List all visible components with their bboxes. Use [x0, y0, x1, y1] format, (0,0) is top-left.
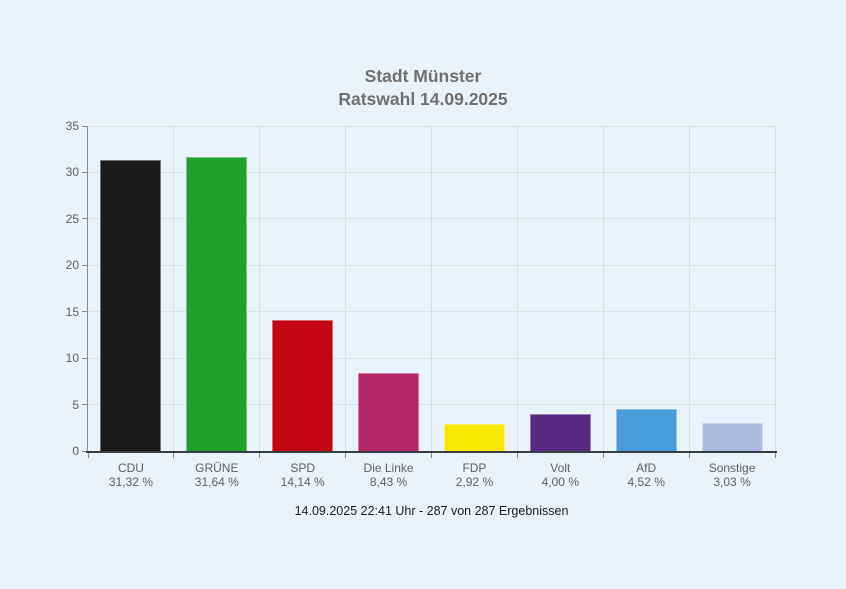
- party-name: AfD: [636, 461, 657, 475]
- gridline-vertical: [602, 126, 604, 451]
- x-axis-tick: [688, 453, 690, 458]
- gridline-vertical: [173, 126, 175, 451]
- y-axis-tick-label: 30: [65, 165, 79, 180]
- x-axis-label-afd: AfD 4,52 %: [603, 461, 689, 489]
- party-name: CDU: [117, 461, 144, 475]
- y-axis-tick-label: 20: [65, 258, 79, 273]
- x-axis-label-gruene: GRÜNE 31,64 %: [174, 461, 260, 489]
- y-axis-tick-label: 15: [65, 304, 79, 319]
- gridline-vertical: [259, 126, 261, 451]
- x-axis-tick: [173, 453, 175, 458]
- x-axis-tick: [602, 453, 604, 458]
- bar-spd[interactable]: [272, 319, 334, 451]
- bar-sonstige[interactable]: [701, 422, 763, 451]
- y-axis-tick-label: 10: [65, 351, 79, 366]
- party-name: SPD: [290, 461, 316, 475]
- party-percentage: 4,00 %: [541, 475, 579, 489]
- x-axis-tick: [516, 453, 518, 458]
- y-axis-tick-label: 25: [65, 211, 79, 226]
- gridline-vertical: [516, 126, 518, 451]
- party-name: Sonstige: [708, 461, 756, 475]
- x-axis-tick: [774, 453, 776, 458]
- bar-cdu[interactable]: [100, 160, 162, 451]
- y-axis-tick: [82, 125, 87, 127]
- x-axis-tick: [345, 453, 347, 458]
- y-axis-tick-label: 5: [72, 397, 79, 412]
- y-axis-tick-label: 0: [72, 444, 79, 458]
- x-axis-line: [86, 451, 777, 453]
- y-axis-tick: [82, 171, 87, 173]
- party-percentage: 31,32 %: [108, 475, 153, 489]
- party-percentage: 2,92 %: [455, 475, 494, 489]
- x-axis-label-fdp: FDP 2,92 %: [432, 461, 518, 489]
- chart-title-line2: Ratswahl 14.09.2025: [338, 89, 508, 109]
- y-axis-tick: [82, 404, 87, 406]
- y-axis-tick: [82, 357, 87, 359]
- chart-title-line1: Stadt Münster: [364, 66, 482, 86]
- plot-area: 0 5 10 15 20 25 30 35: [66, 119, 777, 458]
- party-percentage: 14,14 %: [280, 475, 325, 489]
- party-name: Die Linke: [363, 461, 414, 475]
- party-name: FDP: [462, 461, 487, 475]
- y-axis-tick: [82, 218, 87, 220]
- party-percentage: 4,52 %: [627, 475, 665, 489]
- x-axis-label-sonstige: Sonstige 3,03 %: [689, 461, 775, 489]
- bar-afd[interactable]: [615, 409, 677, 451]
- x-axis-label-spd: SPD 14,14 %: [260, 461, 346, 489]
- gridline-vertical: [688, 126, 690, 451]
- chart-title: Stadt Münster Ratswahl 14.09.2025: [0, 65, 846, 111]
- bar-die-linke[interactable]: [358, 372, 420, 451]
- x-axis-tick: [87, 453, 89, 458]
- y-axis-tick-label: 35: [65, 119, 79, 133]
- y-axis-line: [87, 126, 88, 451]
- x-axis-labels: CDU 31,32 % GRÜNE 31,64 % SPD 14,14 % Die Link…: [88, 461, 775, 489]
- party-percentage: 8,43 %: [369, 475, 408, 489]
- status-line: 14.09.2025 22:41 Uhr - 287 von 287 Ergeb…: [294, 504, 569, 518]
- y-axis-tick: [82, 264, 87, 266]
- x-axis-tick: [431, 453, 432, 458]
- gridline-vertical: [774, 126, 776, 451]
- party-name: Volt: [550, 461, 571, 475]
- y-axis-tick: [82, 311, 87, 313]
- y-axis-tick: [82, 450, 87, 452]
- x-axis-tick: [259, 453, 261, 458]
- gridline-vertical: [431, 126, 432, 451]
- bar-volt[interactable]: [529, 413, 591, 451]
- x-axis-label-volt: Volt 4,00 %: [517, 461, 603, 489]
- party-name: GRÜNE: [195, 461, 239, 475]
- bar-fdp[interactable]: [443, 423, 505, 451]
- party-percentage: 3,03 %: [713, 475, 751, 489]
- gridline-vertical: [345, 126, 347, 451]
- x-axis-label-cdu: CDU 31,32 %: [88, 461, 174, 489]
- party-percentage: 31,64 %: [194, 475, 239, 489]
- x-axis-label-die-linke: Die Linke 8,43 %: [346, 461, 432, 489]
- bar-gruene[interactable]: [186, 157, 248, 451]
